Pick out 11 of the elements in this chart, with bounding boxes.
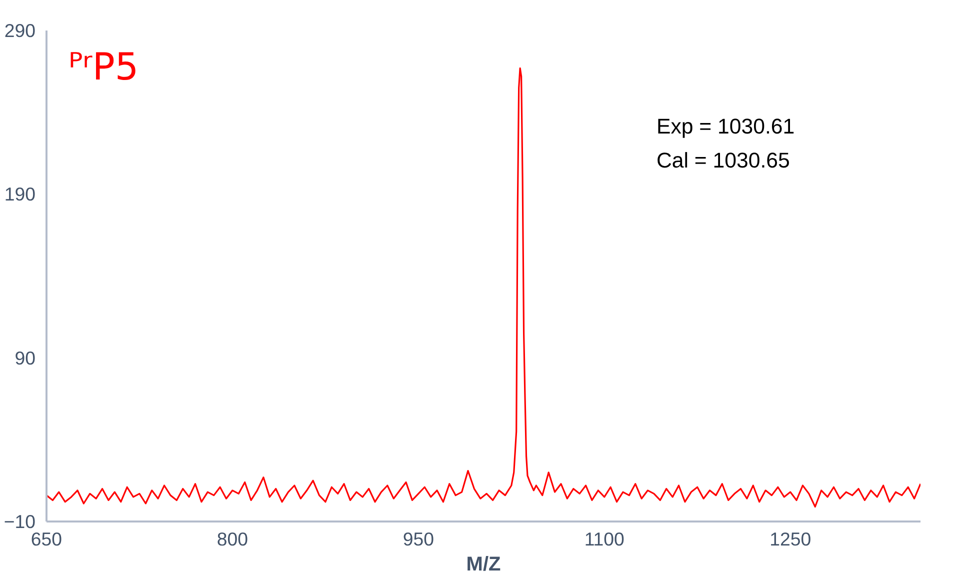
annotation: Cal = 1030.65 xyxy=(656,148,790,172)
x-axis-title: M/Z xyxy=(466,554,501,576)
x-tick-label: 1250 xyxy=(770,528,812,550)
x-tick-label: 800 xyxy=(216,528,248,550)
annotation: Exp = 1030.61 xyxy=(656,114,795,138)
chart-title: ᴾʳP5 xyxy=(68,44,139,88)
x-tick-label: 950 xyxy=(402,528,434,550)
x-tick-label: 1100 xyxy=(584,528,624,550)
y-tick-label: 190 xyxy=(4,184,36,205)
y-tick-label: 290 xyxy=(4,20,36,41)
y-tick-label: 90 xyxy=(14,347,36,368)
